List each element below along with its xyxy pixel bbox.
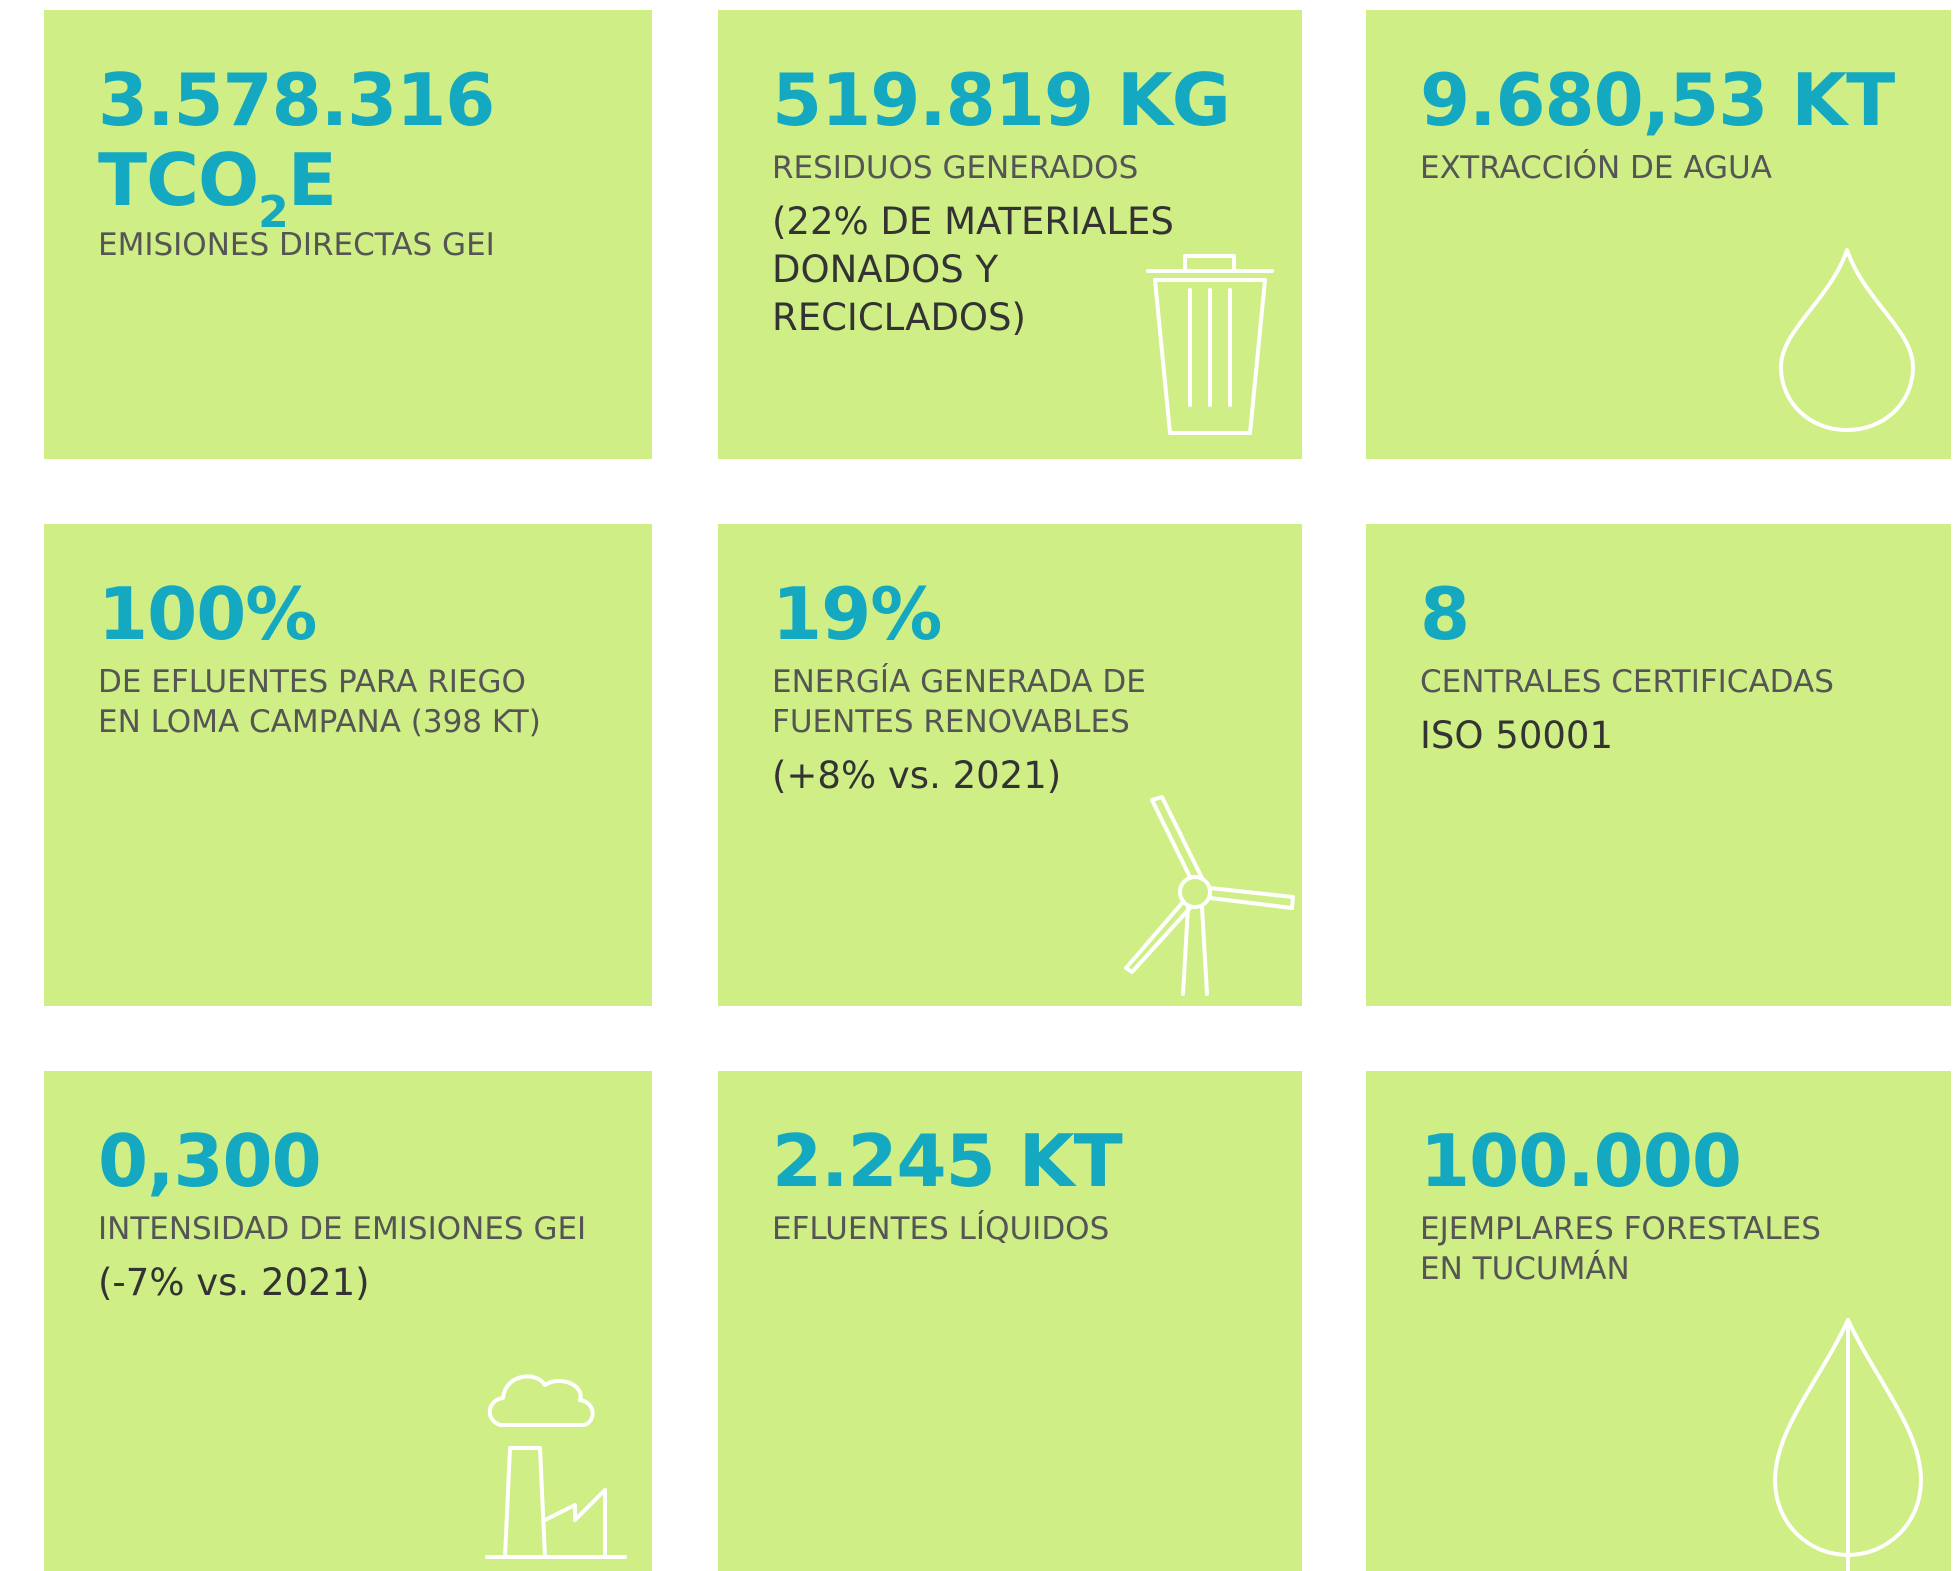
stat-tile: 8 CENTRALES CERTIFICADAS ISO 50001 [1366,524,1951,1006]
note-line: ISO 50001 [1420,714,1613,757]
label: INTENSIDAD DE EMISIONES GEI [98,1209,598,1249]
unit-subscript: 2 [258,187,289,238]
label: RESIDUOS GENERADOS [772,148,1248,188]
note-line: (+8% vs. 2021) [772,754,1062,797]
note: (-7% vs. 2021) [98,1259,598,1307]
note-line: DONADOS Y [772,248,999,291]
label-line: ENERGÍA GENERADA DE [772,664,1146,700]
label-line: DE EFLUENTES PARA RIEGO [98,664,526,700]
note: ISO 50001 [1420,712,1897,760]
label-line: FUENTES RENOVABLES [772,704,1130,740]
label: EMISIONES DIRECTAS GEI [98,225,598,265]
stat-tile: 519.819 KG RESIDUOS GENERADOS (22% DE MATE… [718,10,1302,459]
stat-tile: 100% DE EFLUENTES PARA RIEGO EN LOMA CAMPA… [44,524,652,1006]
label-line: EMISIONES DIRECTAS GEI [98,227,495,263]
stat-tile: 19% ENERGÍA GENERADA DE FUENTES RENOVABLES… [718,524,1302,1006]
label: ENERGÍA GENERADA DE FUENTES RENOVABLES [772,662,1248,742]
label: EJEMPLARES FORESTALES EN TUCUMÁN [1420,1209,1897,1289]
headline: 8 [1420,572,1470,656]
headline: 100.000 [1420,1119,1742,1203]
unit-end: E [287,138,337,222]
stat-tile: 100.000 EJEMPLARES FORESTALES EN TUCUMÁN [1366,1071,1951,1571]
headline: 0,300 [98,1119,322,1203]
label: EFLUENTES LÍQUIDOS [772,1209,1248,1249]
headline-unit: TCO2E [98,138,598,238]
stat-tile: 9.680,53 KT EXTRACCIÓN DE AGUA [1366,10,1951,459]
label-line: EN LOMA CAMPANA (398 KT) [98,704,541,740]
note: (+8% vs. 2021) [772,752,1248,800]
stat-tile: 2.245 KT EFLUENTES LÍQUIDOS [718,1071,1302,1571]
unit-base: TCO [98,138,259,222]
stat-tile: 3.578.316 TCO2E EMISIONES DIRECTAS GEI [44,10,652,459]
note-line: (-7% vs. 2021) [98,1261,370,1304]
headline: 2.245 KT [772,1119,1123,1203]
label: CENTRALES CERTIFICADAS [1420,662,1897,702]
headline: 519.819 KG [772,58,1231,142]
headline: 19% [772,572,942,656]
headline: 3.578.316 [98,58,495,142]
note-line: (22% DE MATERIALES [772,200,1174,243]
label: EXTRACCIÓN DE AGUA [1420,148,1897,188]
label-line: EXTRACCIÓN DE AGUA [1420,150,1772,186]
label-line: EJEMPLARES FORESTALES [1420,1211,1821,1247]
note: (22% DE MATERIALES DONADOS Y RECICLADOS) [772,198,1248,342]
headline: 100% [98,572,317,656]
label: DE EFLUENTES PARA RIEGO EN LOMA CAMPANA (… [98,662,598,742]
headline: 9.680,53 KT [1420,58,1895,142]
stat-tile: 0,300 INTENSIDAD DE EMISIONES GEI (-7% vs.… [44,1071,652,1571]
label-line: EFLUENTES LÍQUIDOS [772,1211,1110,1247]
label-line: CENTRALES CERTIFICADAS [1420,664,1834,700]
label-line: INTENSIDAD DE EMISIONES GEI [98,1211,587,1247]
note-line: RECICLADOS) [772,296,1026,339]
label-line: EN TUCUMÁN [1420,1251,1630,1287]
label-line: RESIDUOS GENERADOS [772,150,1139,186]
